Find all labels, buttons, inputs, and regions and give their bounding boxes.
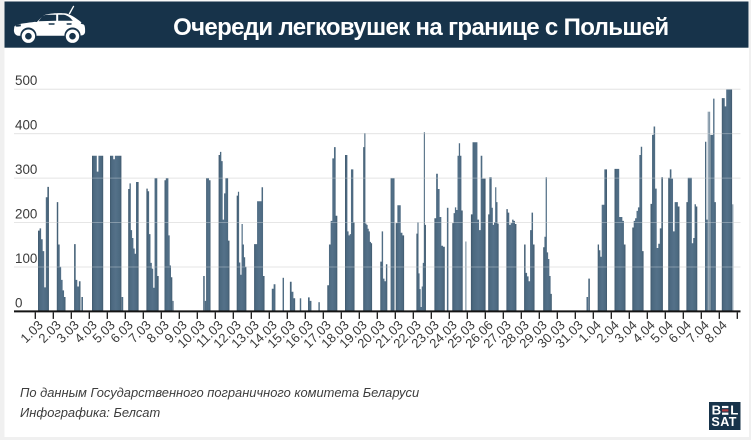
svg-text:200: 200 [15,207,37,222]
svg-text:500: 500 [15,73,37,88]
svg-text:B: B [712,403,722,418]
svg-text:400: 400 [15,118,37,133]
svg-text:По данным Государственного пог: По данным Государственного пограничного … [20,385,419,400]
svg-text:Очереди легковушек на границе: Очереди легковушек на границе с Польшей [173,14,668,41]
svg-text:0: 0 [15,295,22,310]
svg-text:L: L [730,403,738,418]
svg-text:SAT: SAT [711,415,736,429]
svg-text:Инфографика: Белсат: Инфографика: Белсат [20,405,160,420]
svg-text:300: 300 [15,162,37,177]
svg-text:100: 100 [15,251,37,266]
